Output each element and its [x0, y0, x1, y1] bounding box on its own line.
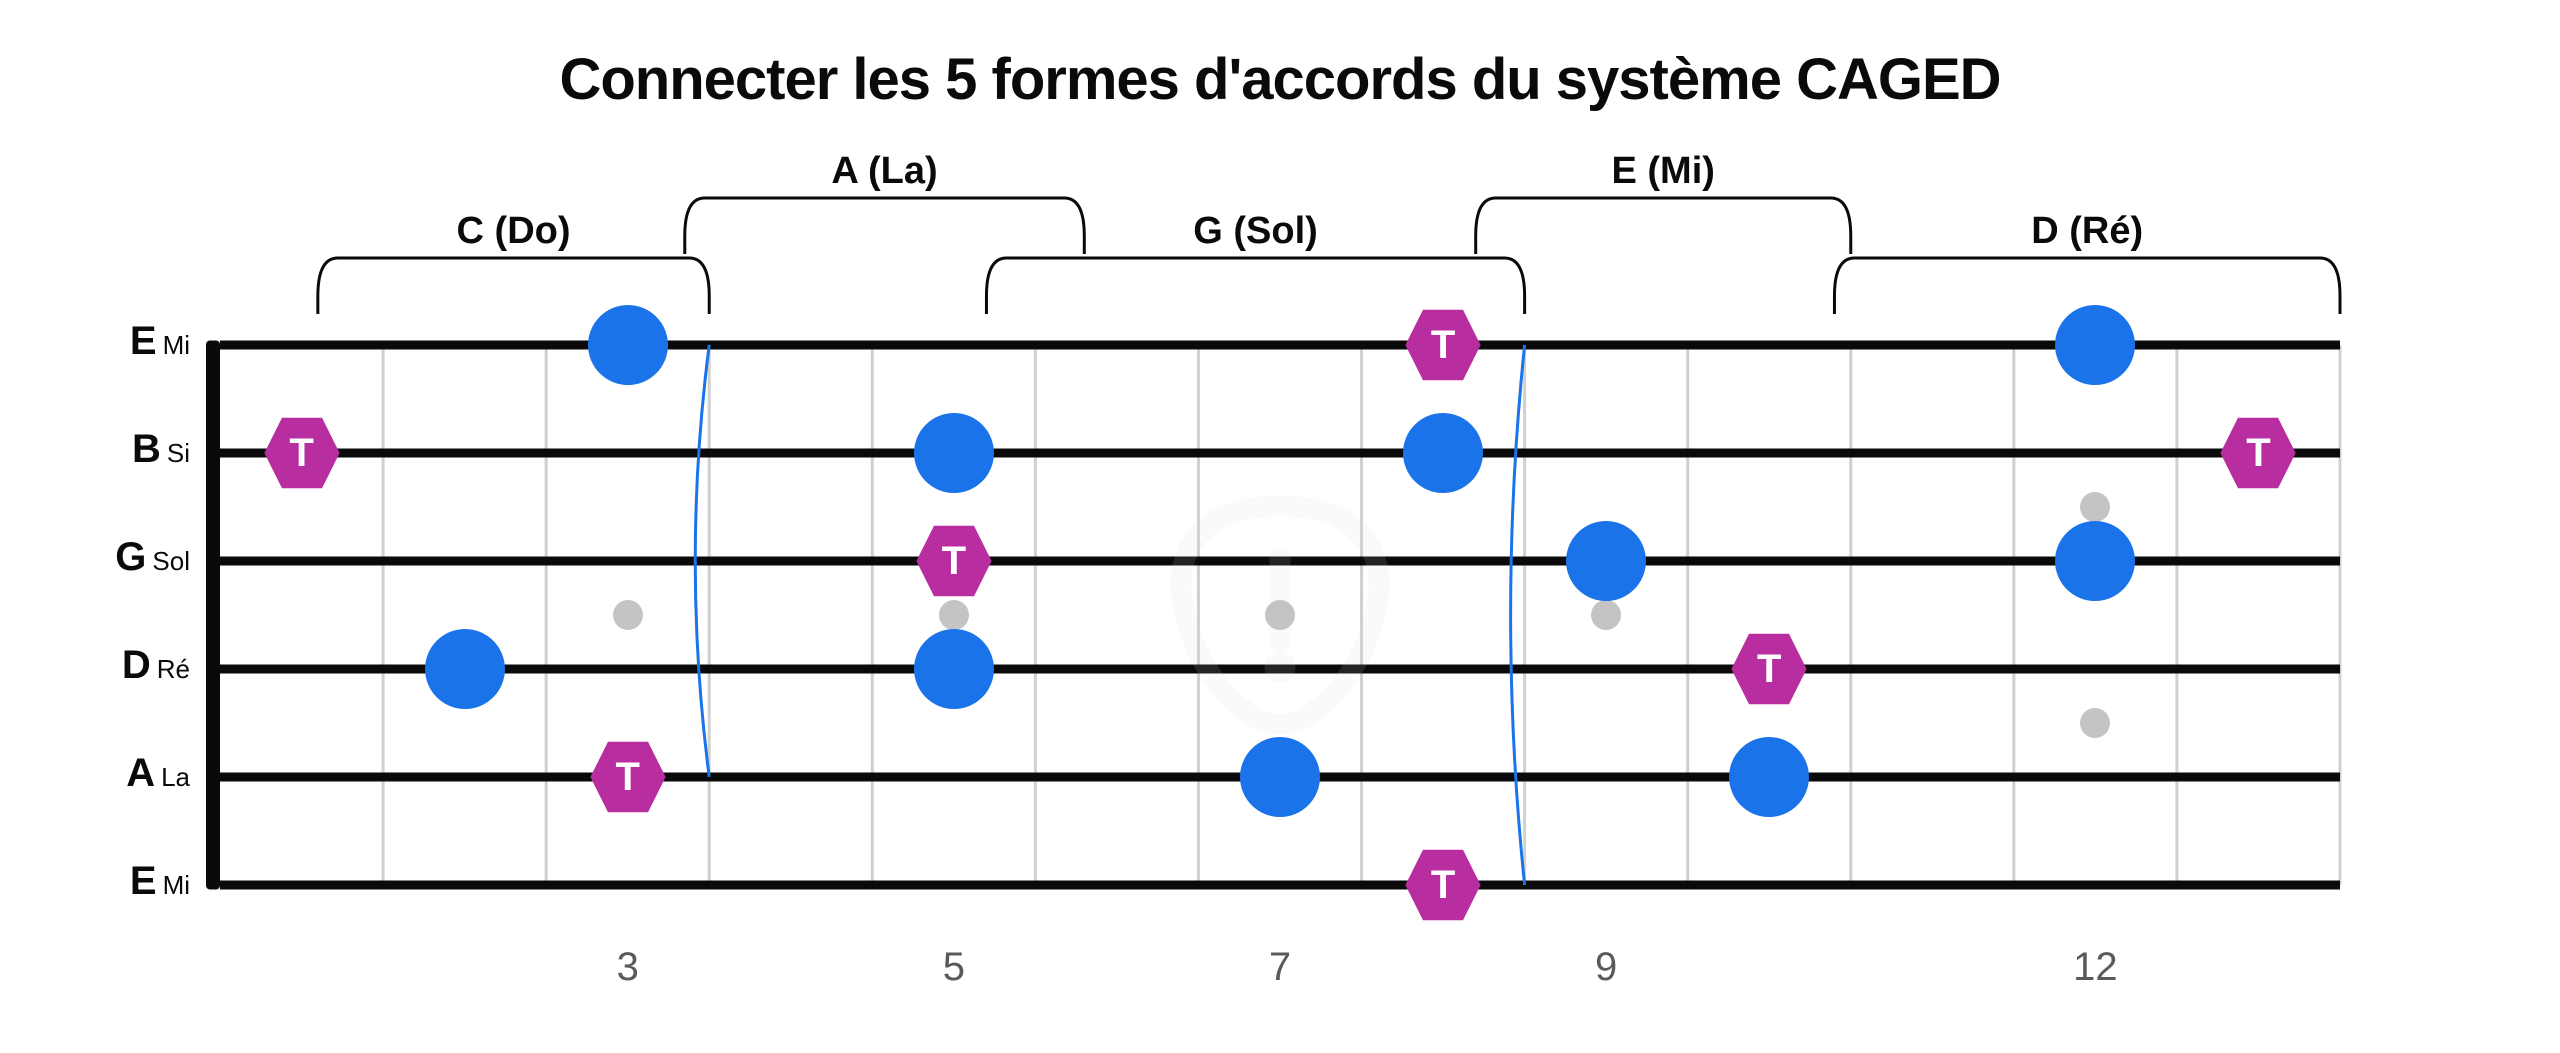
note-dot: [2055, 521, 2135, 601]
fret-number: 7: [1240, 945, 1320, 990]
note-dot: [914, 629, 994, 709]
note-dot: [1566, 521, 1646, 601]
fret-inlay: [1265, 600, 1295, 630]
note-dot: [2055, 305, 2135, 385]
bracket-label: E (Mi): [1563, 150, 1763, 193]
fret-number: 3: [588, 945, 668, 990]
note-dot: [1240, 737, 1320, 817]
bracket-label: D (Ré): [1987, 210, 2187, 253]
string-label: EMi: [40, 859, 190, 904]
fret-number: 5: [914, 945, 994, 990]
string-label: GSol: [40, 535, 190, 580]
note-dot: [588, 305, 668, 385]
tonic-hexagon: T: [588, 737, 668, 817]
tonic-hexagon: T: [1403, 305, 1483, 385]
fret-inlay: [2080, 492, 2110, 522]
note-dot: [914, 413, 994, 493]
bracket-label: C (Do): [414, 210, 614, 253]
string-label: ALa: [40, 751, 190, 796]
bracket-label: G (Sol): [1156, 210, 1356, 253]
tonic-hexagon: T: [262, 413, 342, 493]
tonic-hexagon: T: [1403, 845, 1483, 925]
note-dot: [425, 629, 505, 709]
string-label: BSi: [40, 427, 190, 472]
tonic-hexagon: T: [1729, 629, 1809, 709]
note-dot: [1729, 737, 1809, 817]
bracket-label: A (La): [785, 150, 985, 193]
string-label: EMi: [40, 319, 190, 364]
diagram-container: Connecter les 5 formes d'accords du syst…: [0, 0, 2560, 1053]
tonic-hexagon: T: [914, 521, 994, 601]
note-dot: [1403, 413, 1483, 493]
fret-number: 9: [1566, 945, 1646, 990]
tonic-hexagon: T: [2218, 413, 2298, 493]
fret-inlay: [2080, 708, 2110, 738]
fret-inlay: [613, 600, 643, 630]
fret-number: 12: [2055, 945, 2135, 990]
fret-inlay: [939, 600, 969, 630]
fret-inlay: [1591, 600, 1621, 630]
string-label: DRé: [40, 643, 190, 688]
